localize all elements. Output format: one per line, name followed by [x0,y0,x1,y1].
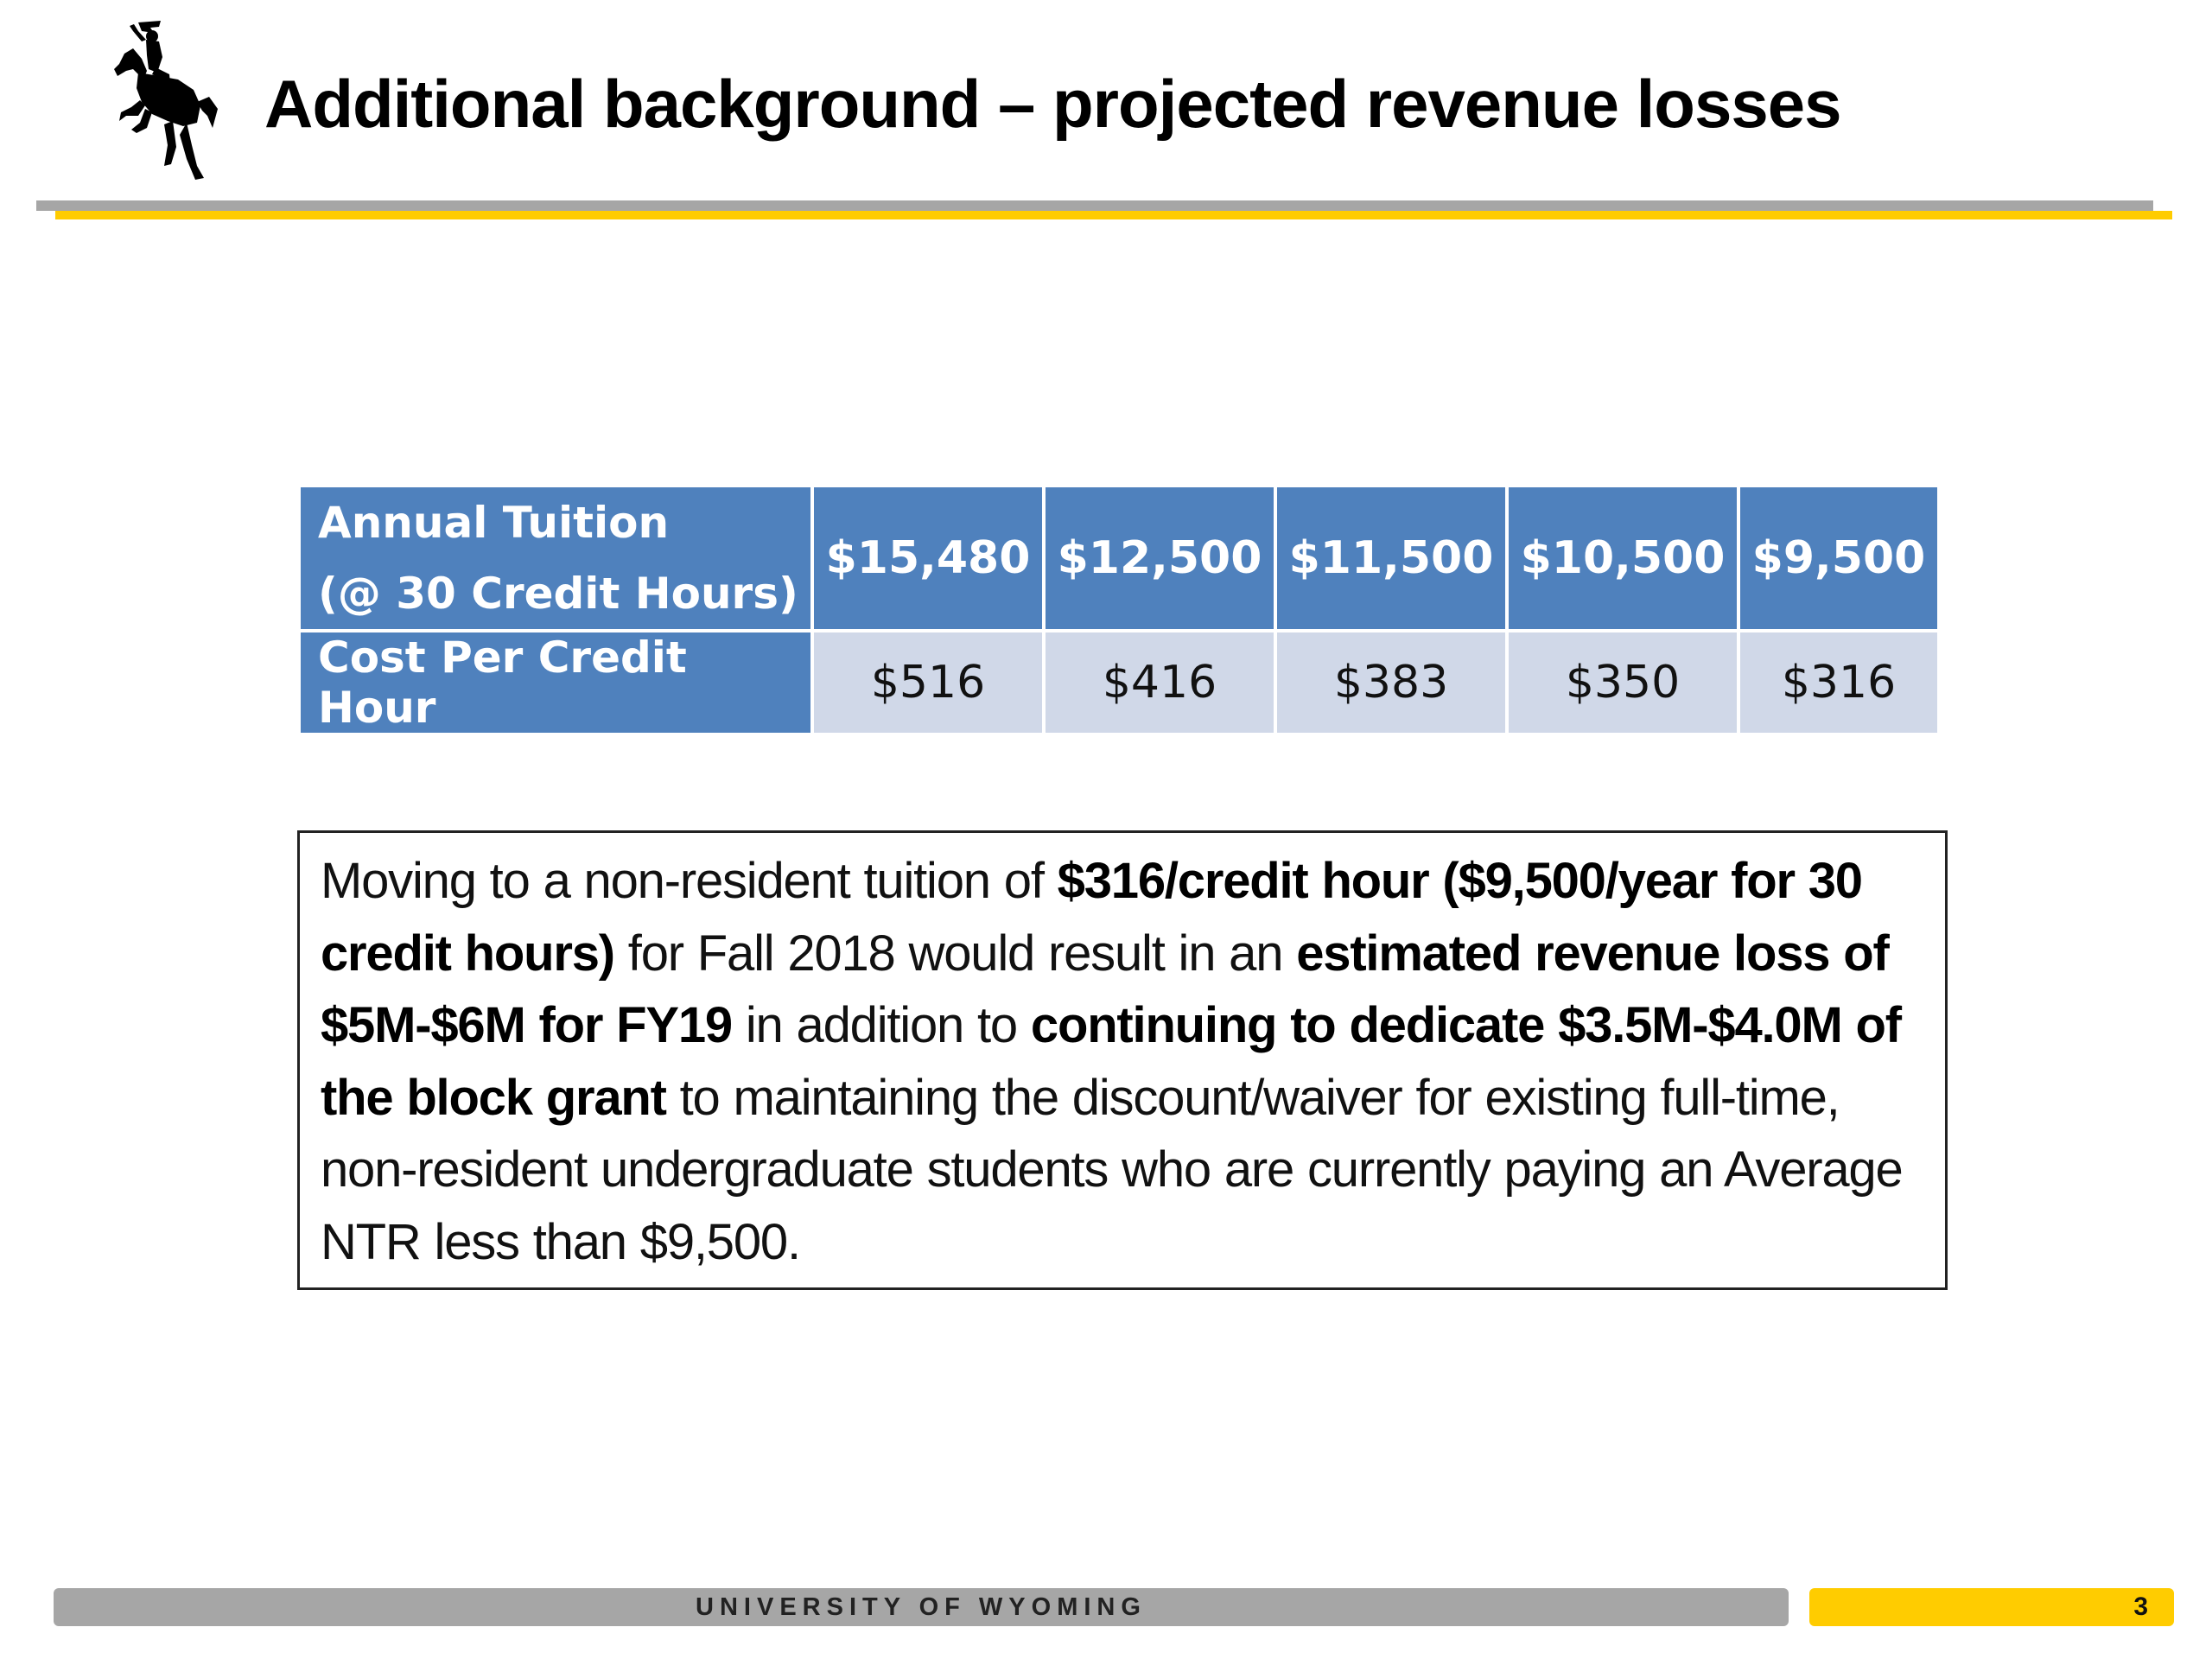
annual-tuition-cell: $9,500 [1740,487,1937,629]
annual-tuition-cell: $15,480 [814,487,1042,629]
callout-text-part: for Fall 2018 would result in an [613,925,1297,982]
callout-text: Moving to a non-resident tuition of $316… [321,845,1924,1278]
callout-bold-part: estimated revenue loss of $5M-$6M for FY… [321,925,1890,1054]
cost-per-credit-hour-cell: $350 [1509,632,1737,733]
cost-per-credit-hour-cell: $316 [1740,632,1937,733]
revenue-loss-callout: Moving to a non-resident tuition of $316… [297,830,1948,1290]
callout-text-part: to maintaining the discount/waiver for e… [321,1069,1904,1270]
cost-per-credit-hour-cell: $516 [814,632,1042,733]
title-divider-gray [36,200,2153,211]
cost-per-credit-hour-cell: $416 [1046,632,1274,733]
annual-tuition-cell: $10,500 [1509,487,1737,629]
annual-tuition-cell: $11,500 [1277,487,1505,629]
annual-tuition-cell: $12,500 [1046,487,1274,629]
title-divider-gold [55,211,2172,219]
page-number: 3 [2133,1592,2148,1621]
annual-tuition-label-line1: Annual Tuition [318,498,670,548]
annual-tuition-row: Annual Tuition (@ 30 Credit Hours) $15,4… [301,487,1937,629]
footer-bar [54,1588,1789,1626]
callout-bold-part: continuing to dedicate $3.5M-$4.0M of th… [321,997,1902,1126]
cost-per-credit-hour-row: Cost Per Credit Hour $516 $416 $383 $350… [301,632,1937,733]
callout-text-part: Moving to a non-resident tuition of [321,853,1058,909]
callout-bold-part: $316/credit hour ($9,500/year for 30 cre… [321,853,1863,982]
bucking-horse-logo-icon [114,21,218,180]
footer-university-name: UNIVERSITY OF WYOMING [696,1593,1147,1621]
cost-per-credit-hour-label: Cost Per Credit Hour [301,632,810,733]
callout-text-part: in addition to [731,997,1031,1053]
page-number-bar [1809,1588,2174,1626]
slide-title: Additional background – projected revenu… [264,66,1841,142]
cost-per-credit-hour-cell: $383 [1277,632,1505,733]
annual-tuition-label-line2: (@ 30 Credit Hours) [318,569,798,619]
annual-tuition-label: Annual Tuition (@ 30 Credit Hours) [301,487,810,629]
tuition-table: Annual Tuition (@ 30 Credit Hours) $15,4… [297,484,1941,736]
